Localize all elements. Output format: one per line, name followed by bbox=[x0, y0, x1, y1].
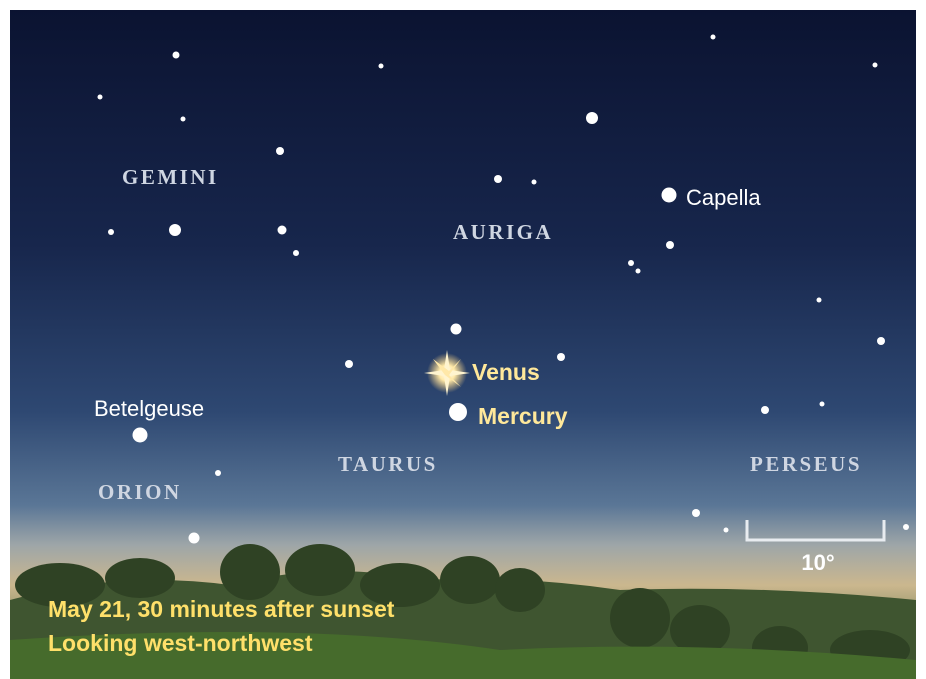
constellation-label: AURIGA bbox=[453, 220, 553, 244]
constellation-label: TAURUS bbox=[338, 452, 438, 476]
venus-dot bbox=[424, 350, 470, 396]
constellation-label: GEMINI bbox=[122, 165, 219, 189]
scale-bar bbox=[745, 520, 886, 542]
mercury-dot bbox=[449, 403, 467, 421]
capella-dot bbox=[661, 187, 677, 203]
scale-label: 10° bbox=[801, 550, 834, 575]
planet-label: Mercury bbox=[478, 403, 568, 429]
constellation-label: PERSEUS bbox=[750, 452, 862, 476]
betelgeuse-dot bbox=[132, 427, 148, 443]
landscape bbox=[10, 544, 916, 679]
caption: May 21, 30 minutes after sunset bbox=[48, 596, 395, 622]
star-label: Capella bbox=[686, 185, 761, 210]
star-label: Betelgeuse bbox=[94, 396, 204, 421]
constellation-label: ORION bbox=[98, 480, 182, 504]
stars bbox=[97, 34, 909, 544]
planet-label: Venus bbox=[472, 359, 540, 385]
caption: Looking west-northwest bbox=[48, 630, 313, 656]
